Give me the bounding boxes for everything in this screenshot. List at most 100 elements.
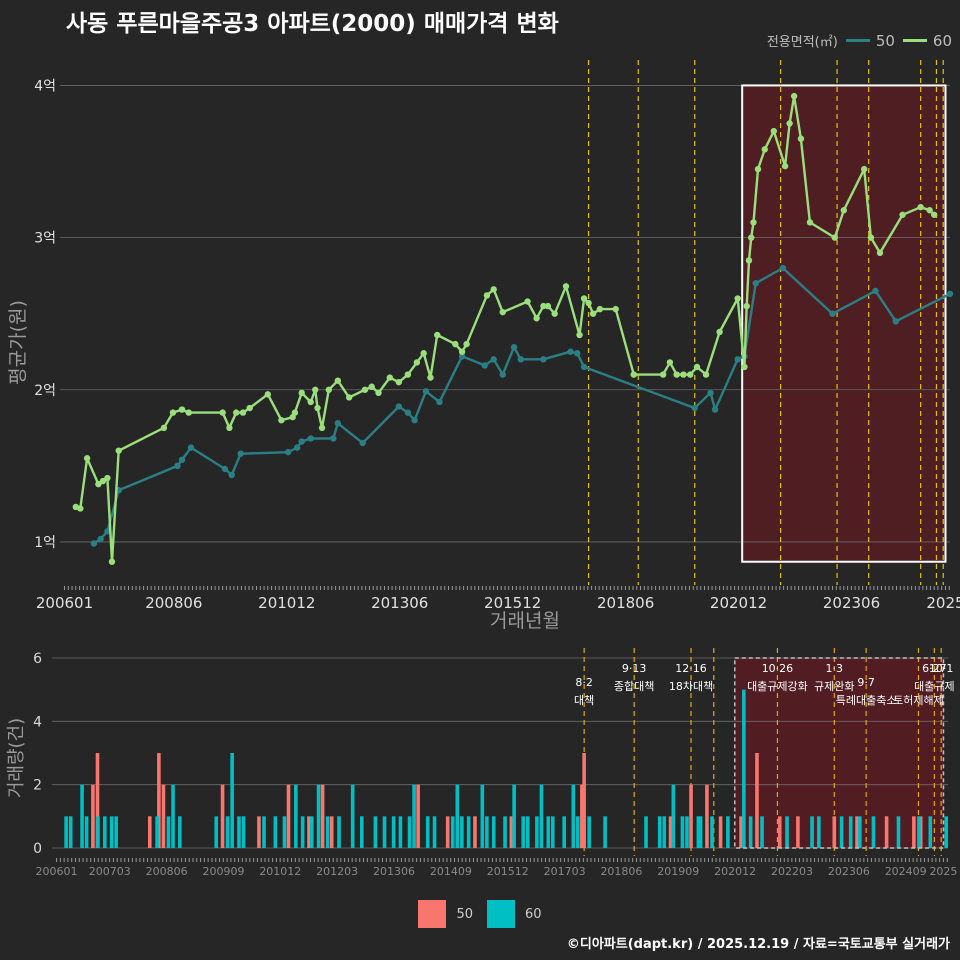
data-point-50: [404, 409, 412, 416]
volume-bar-50: [718, 816, 723, 848]
data-point-60: [770, 127, 778, 135]
y-tick-label: 4억: [34, 78, 56, 94]
data-point-60: [219, 409, 226, 416]
bottom-legend: 50 60: [0, 900, 960, 928]
data-point-60: [761, 146, 768, 153]
data-point-60: [278, 417, 285, 424]
data-point-60: [368, 383, 375, 390]
volume-bar-60: [944, 816, 949, 848]
data-point-50: [946, 290, 954, 298]
bar-legend-swatch-50: [418, 900, 447, 928]
data-point-60: [544, 302, 552, 310]
top-legend: 전용면적(㎡) 50 60: [767, 31, 952, 51]
volume-bar-60: [917, 816, 921, 848]
data-point-60: [318, 424, 326, 432]
data-point-60: [860, 165, 868, 173]
bar-y-tick-label: 0: [33, 841, 42, 857]
policy-annotation-date: 9·13: [622, 662, 647, 675]
data-point-60: [589, 310, 597, 317]
data-point-50: [574, 350, 581, 357]
data-point-60: [612, 305, 619, 313]
data-point-60: [178, 406, 186, 413]
data-point-50: [228, 471, 235, 479]
data-point-60: [452, 340, 459, 348]
data-point-50: [707, 389, 714, 397]
volume-bar-60: [710, 816, 714, 848]
bar-y-tick-label: 2: [33, 778, 42, 794]
volume-bar-60: [300, 816, 305, 848]
volume-bar-60: [871, 816, 876, 848]
bar-x-tick-label: 202409: [885, 865, 927, 878]
data-point-60: [434, 331, 441, 339]
policy-annotation-date: 10·26: [762, 662, 794, 675]
volume-bar-50: [509, 816, 514, 848]
volume-bar-60: [562, 816, 566, 848]
data-point-60: [673, 371, 680, 378]
data-point-50: [734, 356, 741, 363]
data-point-50: [490, 356, 497, 363]
data-point-50: [174, 462, 181, 470]
volume-bar-60: [325, 816, 330, 848]
data-point-50: [481, 362, 488, 369]
data-point-60: [115, 447, 122, 454]
bar-x-tick-label: 201012: [259, 865, 301, 878]
data-point-50: [359, 439, 366, 447]
data-point-60: [312, 386, 319, 393]
data-point-60: [99, 477, 107, 485]
volume-bar-60: [928, 816, 933, 848]
data-point-60: [750, 219, 757, 226]
volume-bar-50: [286, 784, 291, 848]
data-point-60: [386, 374, 393, 381]
bar-x-tick-label: 201909: [657, 865, 699, 878]
data-point-60: [264, 391, 272, 398]
data-point-60: [169, 409, 177, 416]
volume-bar-50: [307, 816, 311, 848]
policy-annotation-text: 대책: [574, 694, 594, 707]
x-tick-label: 202012: [710, 594, 767, 612]
data-point-60: [108, 558, 116, 565]
data-point-50: [395, 403, 403, 410]
volume-bar-50: [689, 784, 693, 848]
data-point-50: [567, 348, 574, 355]
data-point-60: [427, 374, 434, 381]
volume-bar-50: [95, 753, 100, 848]
volume-bar-60: [80, 784, 84, 848]
highlight-border: [741, 84, 947, 563]
volume-bar-60: [316, 784, 321, 848]
data-point-60: [404, 371, 412, 378]
data-point-60: [325, 386, 333, 393]
data-point-60: [899, 211, 906, 218]
data-point-60: [867, 234, 875, 241]
x-tick-label: 200601: [36, 594, 93, 612]
data-point-60: [743, 302, 750, 310]
volume-bar-60: [535, 816, 539, 848]
policy-annotation-text: 18차대책: [669, 680, 713, 693]
data-point-50: [97, 535, 104, 543]
data-point-60: [734, 295, 741, 302]
volume-bar-60: [662, 816, 667, 848]
volume-bar-60: [214, 816, 219, 848]
volume-bar-50: [161, 784, 166, 848]
volume-bar-60: [230, 753, 234, 848]
volume-bar-60: [171, 784, 175, 848]
volume-bar-60: [262, 816, 266, 848]
bar-x-tick-label: 202306: [828, 865, 870, 878]
data-point-60: [666, 359, 674, 366]
data-point-60: [840, 207, 848, 214]
data-point-60: [307, 398, 314, 406]
data-point-60: [83, 455, 91, 462]
data-point-60: [420, 350, 427, 357]
bar-x-tick-label: 201203: [316, 865, 358, 878]
bar-x-tick-label: 200806: [146, 865, 188, 878]
volume-bar-60: [491, 816, 496, 848]
volume-bar-60: [237, 816, 241, 848]
bar-x-tick-label: 201512: [487, 865, 529, 878]
data-point-60: [413, 359, 421, 366]
volume-bar-60: [480, 784, 485, 848]
x-tick-label: 201806: [597, 594, 654, 612]
bar-legend-swatch-60: [487, 900, 515, 928]
volume-bar-60: [166, 816, 171, 848]
data-point-60: [790, 92, 798, 100]
data-point-60: [687, 371, 694, 378]
